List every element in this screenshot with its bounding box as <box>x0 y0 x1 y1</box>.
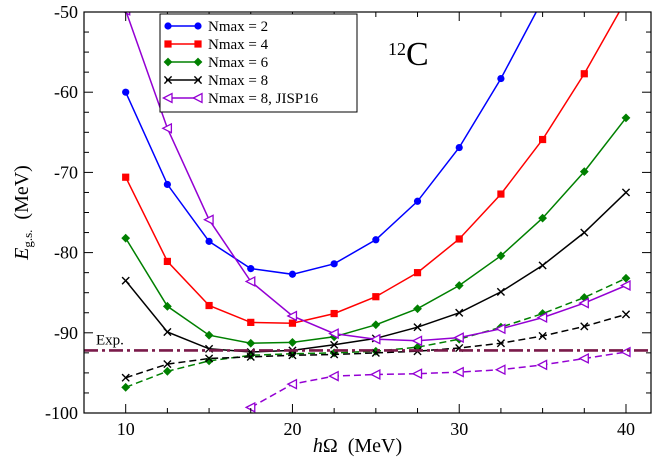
legend-label-4: Nmax = 8, JISP16 <box>208 91 319 107</box>
y-axis-label-subscript: g.s. <box>20 230 35 248</box>
legend-label-1: Nmax = 4 <box>208 37 269 53</box>
x-axis-label-symbol: Ω <box>323 435 338 457</box>
series-1-point-10 <box>539 136 546 143</box>
series-0-point-5 <box>331 260 338 267</box>
series-3 <box>122 189 629 356</box>
series-1-point-11 <box>581 70 588 77</box>
series-1-point-3 <box>247 319 254 326</box>
series-1-point-12 <box>622 0 629 4</box>
series-2-point-0 <box>121 234 130 243</box>
y-tick-label--60: -60 <box>54 82 78 102</box>
legend-marker-right-0 <box>194 22 201 29</box>
series-1-point-1 <box>164 258 171 265</box>
series-0-point-6 <box>372 236 379 243</box>
series-0-point-8 <box>456 144 463 151</box>
x-tick-label-30: 30 <box>450 419 468 439</box>
series-0-point-9 <box>497 75 504 82</box>
element-symbol: C <box>406 36 429 73</box>
x-axis-label: hΩ (MeV) <box>313 435 402 457</box>
reference-layer: Exp. <box>84 332 651 350</box>
y-tick-label--50: -50 <box>54 2 78 22</box>
series-0-point-0 <box>122 89 129 96</box>
series-0-point-1 <box>164 181 171 188</box>
x-tick-label-10: 10 <box>117 419 135 439</box>
y-tick-label--90: -90 <box>54 323 78 343</box>
series-1-point-8 <box>456 235 463 242</box>
y-axis-label: Eg.s. (MeV) <box>11 165 35 261</box>
series-0-point-3 <box>247 265 254 272</box>
series-7-point-1 <box>288 380 297 389</box>
y-axis-label-symbol: E <box>11 248 33 261</box>
legend-marker-left-0 <box>164 22 171 29</box>
series-5-point-0 <box>121 383 130 392</box>
series-1-point-5 <box>331 310 338 317</box>
mass-number: 12 <box>388 39 406 59</box>
legend-label-2: Nmax = 6 <box>208 55 269 71</box>
series-3-point-11 <box>581 229 588 236</box>
exp-reference-label: Exp. <box>96 332 124 348</box>
series-1-point-9 <box>497 190 504 197</box>
series-2 <box>121 113 630 347</box>
series-2-point-3 <box>246 339 255 348</box>
series-1-point-4 <box>289 320 296 327</box>
y-axis-label-unit: (MeV) <box>11 165 33 229</box>
series-line-7 <box>251 352 626 407</box>
legend: Nmax = 2 Nmax = 4 Nmax = 6 Nmax = 8 Nmax = 8… <box>160 14 357 112</box>
nucleus-label: 12C <box>388 36 429 73</box>
series-3-point-10 <box>539 262 546 269</box>
series-1-point-6 <box>372 293 379 300</box>
series-4-point-12 <box>621 281 630 290</box>
y-tick-label--100: -100 <box>45 403 78 423</box>
series-6-point-0 <box>122 374 129 381</box>
x-tick-label-40: 40 <box>617 419 635 439</box>
series-7-point-4 <box>413 369 422 378</box>
series-1-point-7 <box>414 269 421 276</box>
x-axis-label-unit: (MeV) <box>338 435 402 457</box>
series-7-point-2 <box>330 372 339 381</box>
legend-label-3: Nmax = 8 <box>208 73 268 89</box>
series-1-point-2 <box>205 302 212 309</box>
series-7-point-5 <box>455 368 464 377</box>
series-3-point-1 <box>164 328 171 335</box>
series-7-point-7 <box>538 360 547 369</box>
series-2-point-1 <box>163 302 172 311</box>
series-1-point-0 <box>122 174 129 181</box>
series-2-point-2 <box>205 331 214 340</box>
series-7-point-8 <box>580 354 589 363</box>
series-3-point-12 <box>622 189 629 196</box>
series-7-point-3 <box>371 370 380 379</box>
series-4-point-2 <box>204 215 213 224</box>
y-tick-label--70: -70 <box>54 162 78 182</box>
series-2-point-6 <box>371 320 380 329</box>
series-7 <box>246 348 630 412</box>
series-3-point-9 <box>497 288 504 295</box>
legend-label-0: Nmax = 2 <box>208 19 268 35</box>
series-0-point-2 <box>205 238 212 245</box>
series-5-point-1 <box>163 367 172 376</box>
legend-marker-right-1 <box>194 40 201 47</box>
series-6-point-12 <box>622 311 629 318</box>
nucleus-annotation: 12C <box>388 36 429 73</box>
series-0-point-7 <box>414 198 421 205</box>
y-tick-label--80: -80 <box>54 243 78 263</box>
x-axis-label-prefix: h <box>313 435 323 457</box>
x-tick-label-20: 20 <box>283 419 301 439</box>
series-0-point-4 <box>289 271 296 278</box>
series-4-point-3 <box>246 277 255 286</box>
series-3-point-8 <box>456 309 463 316</box>
series-2-point-4 <box>288 338 297 347</box>
legend-marker-left-1 <box>164 40 171 47</box>
series-0-point-10 <box>539 0 546 4</box>
series-2-point-7 <box>413 304 422 313</box>
series-7-point-9 <box>621 348 630 357</box>
series-3-point-0 <box>122 277 129 284</box>
series-7-point-6 <box>496 365 505 374</box>
